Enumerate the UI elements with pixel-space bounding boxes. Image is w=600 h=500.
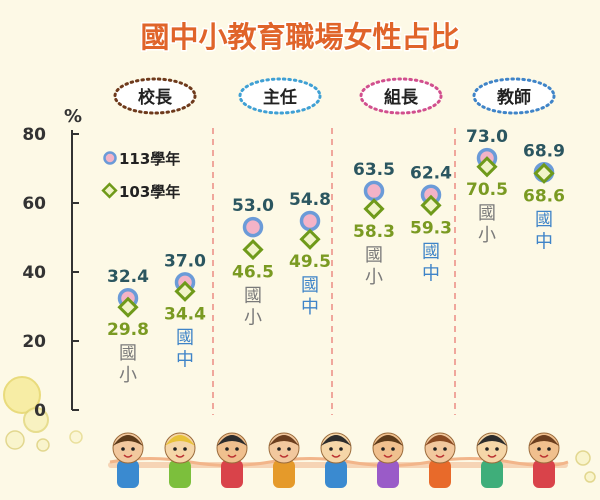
level-char: 國 bbox=[422, 241, 440, 262]
child-figure bbox=[268, 432, 300, 488]
child-figure bbox=[424, 432, 456, 488]
child-figure bbox=[164, 432, 196, 488]
group-dividers bbox=[212, 128, 456, 415]
data-label-113: 37.0 bbox=[164, 251, 206, 271]
point-113 bbox=[363, 180, 385, 202]
data-point-pair: 54.8 49.5 國中 bbox=[289, 190, 331, 318]
group-labels: 校長 主任 組長 教師 bbox=[113, 77, 556, 115]
child-figure bbox=[320, 432, 352, 488]
level-label: 國小 bbox=[365, 245, 383, 288]
level-char: 中 bbox=[535, 231, 553, 252]
legend-marker-103 bbox=[101, 182, 118, 199]
group-pill-border bbox=[238, 77, 322, 115]
level-char: 小 bbox=[365, 267, 383, 288]
data-label-113: 73.0 bbox=[466, 127, 508, 147]
level-char: 國 bbox=[119, 343, 137, 364]
point-103 bbox=[117, 296, 139, 318]
level-char: 中 bbox=[176, 349, 194, 370]
data-label-103: 58.3 bbox=[353, 222, 395, 242]
level-label: 國小 bbox=[119, 343, 137, 386]
data-label-103: 59.3 bbox=[410, 218, 452, 238]
data-point-pair: 63.5 58.3 國小 bbox=[353, 160, 395, 288]
group-pill-border bbox=[113, 77, 197, 115]
chart-title: 國中小教育職場女性占比 bbox=[140, 20, 459, 54]
child-figure bbox=[528, 432, 560, 488]
group-pill: 組長 bbox=[359, 77, 443, 115]
level-label: 國小 bbox=[478, 203, 496, 246]
child-figure bbox=[112, 432, 144, 488]
data-point-pair: 37.0 34.4 國中 bbox=[164, 251, 206, 370]
level-label: 國中 bbox=[176, 327, 194, 370]
point-103 bbox=[420, 194, 442, 217]
data-label-103: 29.8 bbox=[107, 320, 149, 340]
data-label-113: 54.8 bbox=[289, 190, 331, 210]
group-pill: 校長 bbox=[113, 77, 197, 115]
child-figure bbox=[476, 432, 508, 488]
data-label-103: 34.4 bbox=[164, 304, 206, 324]
background-decoration bbox=[3, 376, 596, 483]
level-label: 國中 bbox=[535, 209, 553, 252]
y-axis-label: % bbox=[64, 106, 82, 127]
legend-label-103: 103學年 bbox=[119, 183, 180, 201]
level-char: 國 bbox=[478, 203, 496, 224]
legend-marker-113 bbox=[103, 151, 117, 165]
level-char: 中 bbox=[301, 297, 319, 318]
data-label-103: 49.5 bbox=[289, 252, 331, 272]
data-label-103: 46.5 bbox=[232, 263, 274, 283]
point-113 bbox=[299, 210, 321, 232]
group-pill-border bbox=[472, 77, 556, 115]
level-label: 國中 bbox=[301, 275, 319, 318]
point-103 bbox=[299, 228, 321, 250]
child-figure bbox=[216, 432, 248, 488]
level-char: 國 bbox=[301, 275, 319, 296]
data-point-pair: 73.0 70.5 國小 bbox=[466, 127, 508, 246]
level-label: 國小 bbox=[244, 286, 262, 329]
child-figure bbox=[372, 432, 404, 488]
y-tick-label: 80 bbox=[22, 125, 46, 145]
data-marks: 32.429.8國小37.034.4國中53.046.5國小54.849.5國中… bbox=[107, 127, 565, 386]
group-label: 主任 bbox=[263, 87, 297, 108]
level-char: 國 bbox=[535, 209, 553, 230]
point-103 bbox=[533, 162, 555, 184]
point-103 bbox=[242, 238, 264, 261]
point-103 bbox=[476, 156, 498, 178]
point-103 bbox=[363, 198, 385, 220]
group-pill: 主任 bbox=[238, 77, 322, 115]
level-char: 小 bbox=[478, 225, 496, 246]
data-label-113: 68.9 bbox=[523, 141, 565, 161]
level-char: 國 bbox=[365, 245, 383, 266]
data-label-103: 70.5 bbox=[466, 180, 508, 200]
data-label-113: 62.4 bbox=[410, 164, 452, 184]
level-char: 國 bbox=[244, 286, 262, 307]
point-113 bbox=[242, 216, 264, 238]
y-tick-label: 60 bbox=[22, 194, 46, 214]
point-103 bbox=[174, 280, 196, 302]
level-char: 國 bbox=[176, 327, 194, 348]
y-axis: 0 20 40 60 80 bbox=[22, 125, 79, 421]
level-char: 中 bbox=[422, 263, 440, 284]
level-label: 國中 bbox=[422, 241, 440, 284]
legend-label-113: 113學年 bbox=[119, 150, 180, 168]
data-point-pair: 53.0 46.5 國小 bbox=[232, 196, 274, 328]
group-pill: 教師 bbox=[472, 77, 556, 115]
y-tick-label: 40 bbox=[22, 263, 46, 283]
group-label: 教師 bbox=[496, 87, 531, 108]
level-char: 小 bbox=[244, 308, 262, 329]
y-tick-label: 0 bbox=[34, 401, 46, 421]
data-label-113: 53.0 bbox=[232, 196, 274, 216]
group-label: 校長 bbox=[138, 87, 173, 108]
data-label-103: 68.6 bbox=[523, 186, 565, 206]
group-pill-border bbox=[359, 77, 443, 115]
children-figures bbox=[112, 432, 560, 488]
data-point-pair: 32.4 29.8 國小 bbox=[107, 267, 149, 386]
level-char: 小 bbox=[119, 365, 137, 386]
data-label-113: 32.4 bbox=[107, 267, 149, 287]
data-label-113: 63.5 bbox=[353, 160, 395, 180]
group-label: 組長 bbox=[384, 87, 419, 108]
legend: 113學年 103學年 bbox=[101, 150, 180, 201]
data-point-pair: 62.4 59.3 國中 bbox=[410, 164, 452, 285]
data-point-pair: 68.9 68.6 國中 bbox=[523, 141, 565, 252]
y-tick-label: 20 bbox=[22, 332, 46, 352]
